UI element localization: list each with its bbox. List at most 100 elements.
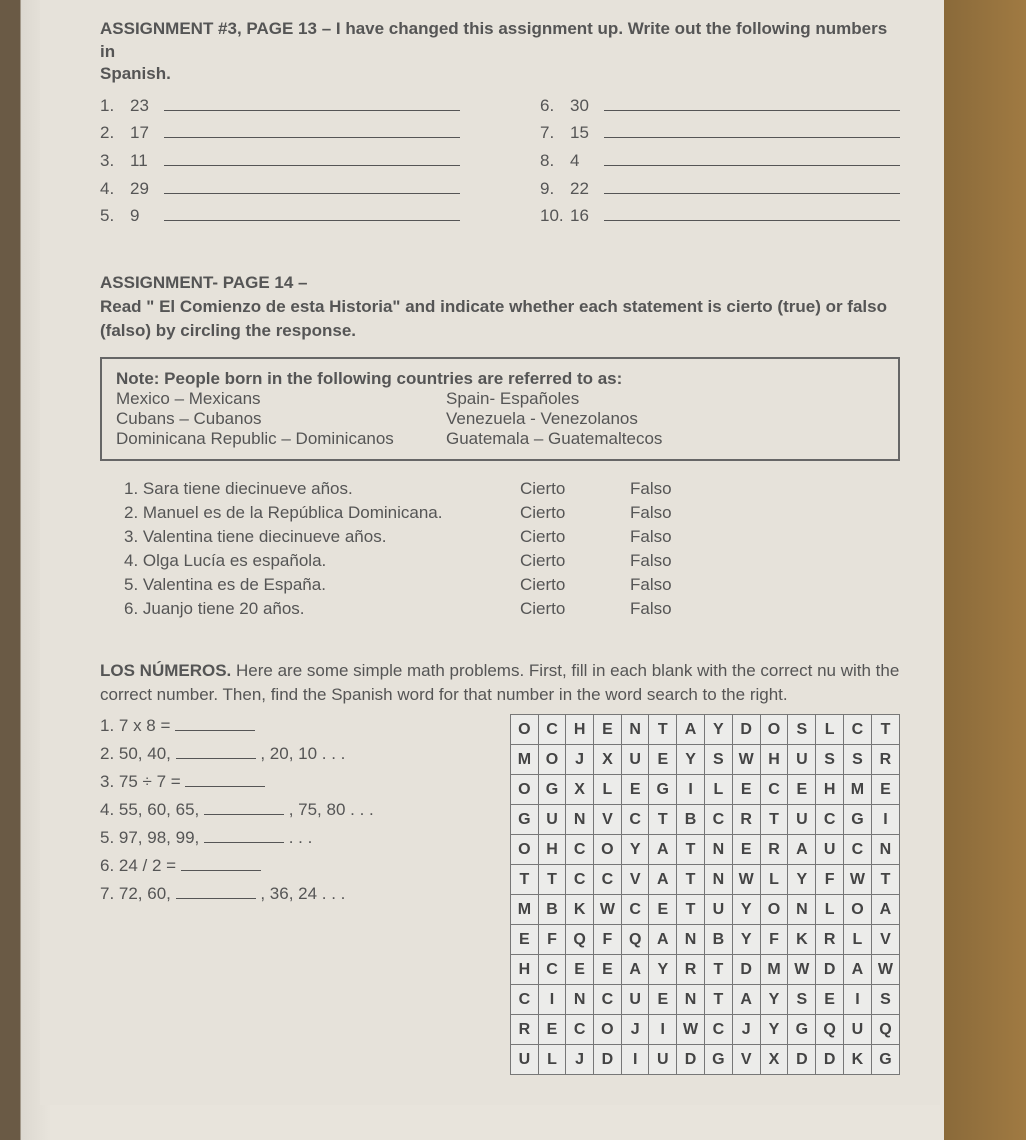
cf-statement: 4. Olga Lucía es española.: [100, 551, 520, 571]
ws-cell: L: [816, 895, 844, 925]
ws-cell: E: [511, 925, 539, 955]
number-line: 5.9: [100, 203, 460, 227]
note-row: Cubans – CubanosVenezuela - Venezolanos: [116, 409, 884, 429]
num-index: 4.: [100, 179, 130, 199]
math-post: , 20, 10 . . .: [256, 744, 346, 763]
ws-cell: N: [677, 925, 705, 955]
ws-cell: U: [538, 805, 566, 835]
ws-cell: Y: [649, 955, 677, 985]
ws-cell: U: [649, 1045, 677, 1075]
falso-option[interactable]: Falso: [630, 551, 710, 571]
answer-blank[interactable]: [604, 92, 900, 111]
ws-cell: M: [760, 955, 788, 985]
note-left: Mexico – Mexicans: [116, 389, 446, 409]
ws-cell: L: [538, 1045, 566, 1075]
ws-cell: B: [538, 895, 566, 925]
cierto-option[interactable]: Cierto: [520, 479, 630, 499]
math-blank[interactable]: [185, 770, 265, 787]
ws-cell: U: [816, 835, 844, 865]
ws-cell: F: [760, 925, 788, 955]
ws-cell: L: [843, 925, 871, 955]
math-item: 3. 75 ÷ 7 =: [100, 770, 510, 792]
ws-cell: D: [732, 955, 760, 985]
ws-cell: O: [760, 895, 788, 925]
ws-cell: L: [816, 715, 844, 745]
ws-cell: O: [538, 745, 566, 775]
num-index: 10.: [540, 206, 570, 226]
ws-cell: A: [843, 955, 871, 985]
falso-option[interactable]: Falso: [630, 599, 710, 619]
answer-blank[interactable]: [604, 147, 900, 166]
cierto-option[interactable]: Cierto: [520, 575, 630, 595]
ws-cell: E: [593, 955, 621, 985]
ws-cell: H: [816, 775, 844, 805]
ws-cell: U: [788, 745, 816, 775]
math-blank[interactable]: [176, 742, 256, 759]
ws-cell: C: [566, 835, 594, 865]
answer-blank[interactable]: [164, 203, 460, 222]
ws-cell: I: [843, 985, 871, 1015]
cierto-option[interactable]: Cierto: [520, 599, 630, 619]
math-pre: 6. 24 / 2 =: [100, 856, 181, 875]
falso-option[interactable]: Falso: [630, 503, 710, 523]
math-blank[interactable]: [176, 882, 256, 899]
ws-cell: E: [621, 775, 649, 805]
answer-blank[interactable]: [164, 175, 460, 194]
math-blank[interactable]: [175, 714, 255, 731]
ws-cell: O: [511, 715, 539, 745]
answer-blank[interactable]: [604, 175, 900, 194]
a3-title: ASSIGNMENT #3, PAGE 13 – I have changed …: [100, 18, 900, 64]
falso-option[interactable]: Falso: [630, 575, 710, 595]
ws-cell: C: [760, 775, 788, 805]
math-pre: 3. 75 ÷ 7 =: [100, 772, 185, 791]
ws-cell: O: [593, 1015, 621, 1045]
cierto-option[interactable]: Cierto: [520, 527, 630, 547]
ws-cell: R: [871, 745, 899, 775]
math-blank[interactable]: [204, 826, 284, 843]
number-line: 10.16: [540, 203, 900, 227]
math-pre: 4. 55, 60, 65,: [100, 800, 204, 819]
num-value: 4: [570, 151, 600, 171]
ws-cell: A: [649, 865, 677, 895]
answer-blank[interactable]: [604, 120, 900, 139]
ws-cell: Y: [732, 895, 760, 925]
math-item: 1. 7 x 8 =: [100, 714, 510, 736]
num-index: 2.: [100, 123, 130, 143]
cierto-option[interactable]: Cierto: [520, 503, 630, 523]
ws-cell: A: [788, 835, 816, 865]
cf-row: 2. Manuel es de la República Dominicana.…: [100, 503, 900, 523]
cf-row: 6. Juanjo tiene 20 años.CiertoFalso: [100, 599, 900, 619]
answer-blank[interactable]: [604, 203, 900, 222]
ws-cell: Q: [816, 1015, 844, 1045]
ws-cell: Y: [760, 1015, 788, 1045]
cf-row: 4. Olga Lucía es española.CiertoFalso: [100, 551, 900, 571]
answer-blank[interactable]: [164, 120, 460, 139]
ws-cell: E: [871, 775, 899, 805]
number-line: 2.17: [100, 120, 460, 144]
ws-cell: X: [593, 745, 621, 775]
answer-blank[interactable]: [164, 92, 460, 111]
a3-title2: Spanish.: [100, 64, 900, 84]
cf-row: 3. Valentina tiene diecinueve años.Ciert…: [100, 527, 900, 547]
answer-blank[interactable]: [164, 147, 460, 166]
math-post: , 36, 24 . . .: [256, 884, 346, 903]
ws-cell: N: [621, 715, 649, 745]
math-blank[interactable]: [204, 798, 284, 815]
math-post: . . .: [284, 828, 312, 847]
ws-cell: C: [566, 865, 594, 895]
math-blank[interactable]: [181, 854, 261, 871]
ws-cell: T: [538, 865, 566, 895]
cierto-option[interactable]: Cierto: [520, 551, 630, 571]
ws-cell: O: [760, 715, 788, 745]
falso-option[interactable]: Falso: [630, 527, 710, 547]
ws-cell: H: [511, 955, 539, 985]
ws-cell: W: [788, 955, 816, 985]
ws-cell: G: [871, 1045, 899, 1075]
ws-cell: F: [538, 925, 566, 955]
num-index: 3.: [100, 151, 130, 171]
ws-cell: E: [732, 775, 760, 805]
cierto-falso-list: 1. Sara tiene diecinueve años.CiertoFals…: [100, 479, 900, 619]
falso-option[interactable]: Falso: [630, 479, 710, 499]
ws-cell: X: [760, 1045, 788, 1075]
note-left: Cubans – Cubanos: [116, 409, 446, 429]
